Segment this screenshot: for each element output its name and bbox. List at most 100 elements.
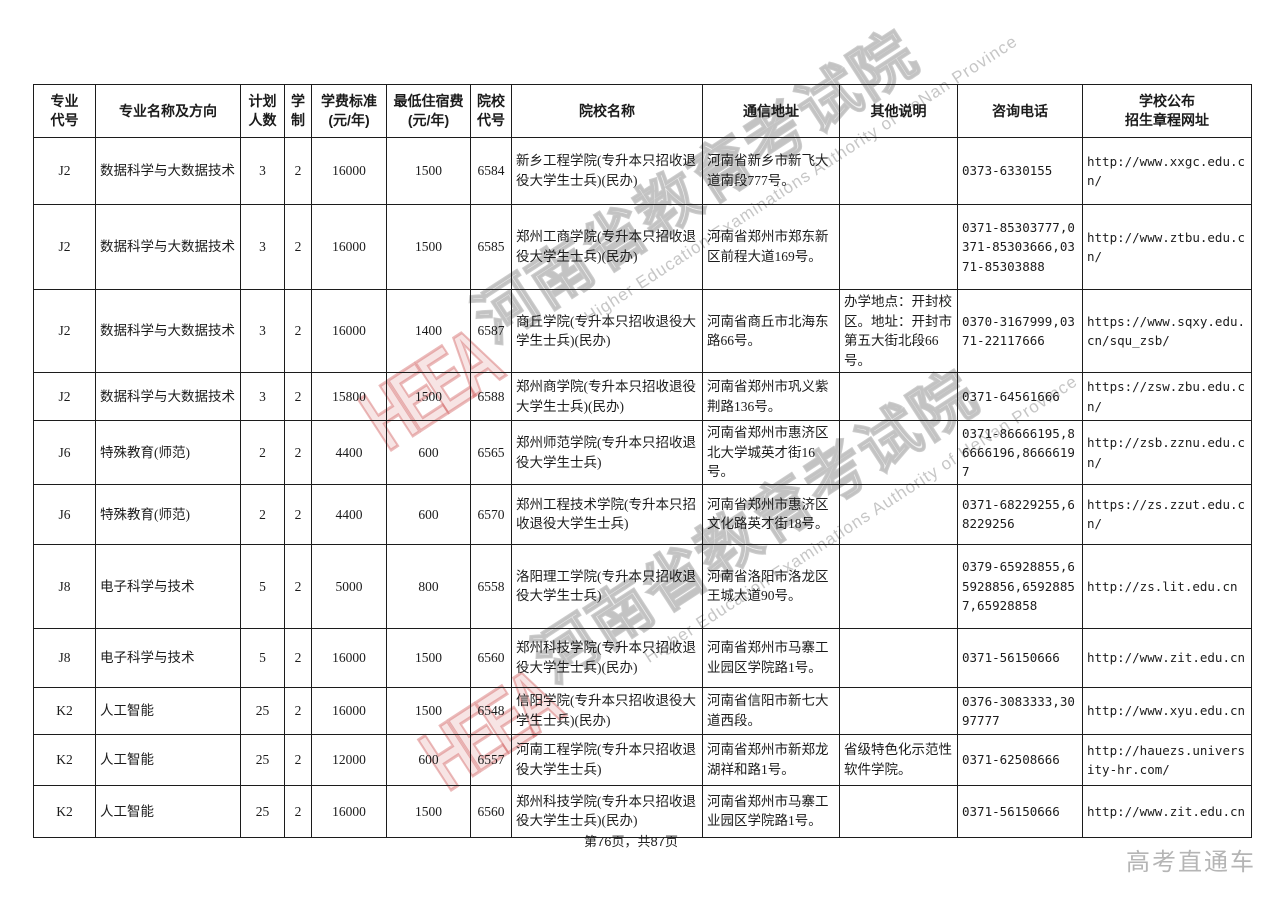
cell-min-accommodation: 1500 bbox=[386, 784, 471, 838]
cell-notes bbox=[839, 686, 958, 735]
cell-tuition: 15800 bbox=[311, 372, 387, 422]
cell-address: 河南省郑州市惠济区文化路英才街18号。 bbox=[702, 483, 840, 545]
cell-plan-count: 2 bbox=[240, 420, 285, 485]
cell-college-name: 郑州工商学院(专升本只招收退役大学生士兵)(民办) bbox=[511, 204, 703, 290]
cell-min-accommodation: 800 bbox=[386, 543, 471, 629]
cell-phone: 0373-6330155 bbox=[957, 137, 1083, 205]
cell-min-accommodation: 1500 bbox=[386, 627, 471, 688]
cell-duration: 2 bbox=[284, 483, 312, 545]
cell-college-name: 郑州商学院(专升本只招收退役大学生士兵)(民办) bbox=[511, 372, 703, 422]
cell-college-code: 6557 bbox=[470, 733, 512, 786]
table-row: K2 人工智能 25 2 12000 600 6557 河南工程学院(专升本只招收退役大学生士… bbox=[33, 733, 1252, 786]
cell-college-code: 6584 bbox=[470, 137, 512, 205]
header-cell-min-accommodation: 最低住宿费 (元/年) bbox=[386, 84, 471, 138]
cell-address: 河南省郑州市惠济区北大学城英才街16号。 bbox=[702, 420, 840, 485]
cell-address: 河南省洛阳市洛龙区王城大道90号。 bbox=[702, 543, 840, 629]
cell-min-accommodation: 600 bbox=[386, 733, 471, 786]
cell-plan-count: 3 bbox=[240, 372, 285, 422]
cell-college-code: 6587 bbox=[470, 288, 512, 374]
cell-major-name: 人工智能 bbox=[95, 733, 241, 786]
table-row: J2 数据科学与大数据技术 3 2 15800 1500 6588 郑州商学院(专升本只招收退… bbox=[33, 372, 1252, 422]
header-cell-duration: 学 制 bbox=[284, 84, 312, 138]
cell-major-name: 数据科学与大数据技术 bbox=[95, 137, 241, 205]
cell-notes bbox=[839, 483, 958, 545]
header-cell-tuition: 学费标准 (元/年) bbox=[311, 84, 387, 138]
cell-phone: 0376-3083333,3097777 bbox=[957, 686, 1083, 735]
cell-college-name: 郑州工程技术学院(专升本只招收退役大学生士兵) bbox=[511, 483, 703, 545]
cell-major-code: J8 bbox=[33, 543, 96, 629]
cell-duration: 2 bbox=[284, 288, 312, 374]
cell-major-code: J2 bbox=[33, 137, 96, 205]
table-row: K2 人工智能 25 2 16000 1500 6560 郑州科技学院(专升本只招收退役大学生… bbox=[33, 784, 1252, 838]
cell-plan-count: 25 bbox=[240, 733, 285, 786]
cell-phone: 0371-56150666 bbox=[957, 627, 1083, 688]
table-row: J6 特殊教育(师范) 2 2 4400 600 6570 郑州工程技术学院(专升本只招收退役… bbox=[33, 483, 1252, 545]
table-row: J2 数据科学与大数据技术 3 2 16000 1400 6587 商丘学院(专升本只招收退役… bbox=[33, 288, 1252, 374]
admissions-table: 专业 代号 专业名称及方向 计划 人数学 制学费标准 (元/年) 最低住宿费 (元/年… bbox=[33, 84, 1252, 838]
cell-min-accommodation: 1500 bbox=[386, 686, 471, 735]
cell-tuition: 12000 bbox=[311, 733, 387, 786]
cell-phone: 0371-56150666 bbox=[957, 784, 1083, 838]
header-cell-major-name: 专业名称及方向 bbox=[95, 84, 241, 138]
cell-plan-count: 2 bbox=[240, 483, 285, 545]
cell-major-name: 电子科学与技术 bbox=[95, 627, 241, 688]
cell-notes bbox=[839, 543, 958, 629]
cell-phone: 0371-62508666 bbox=[957, 733, 1083, 786]
cell-duration: 2 bbox=[284, 420, 312, 485]
cell-major-name: 特殊教育(师范) bbox=[95, 420, 241, 485]
cell-plan-count: 5 bbox=[240, 627, 285, 688]
cell-phone: 0371-68229255,68229256 bbox=[957, 483, 1083, 545]
header-cell-notes: 其他说明 bbox=[839, 84, 958, 138]
cell-notes bbox=[839, 137, 958, 205]
cell-duration: 2 bbox=[284, 137, 312, 205]
cell-major-code: J6 bbox=[33, 420, 96, 485]
cell-college-code: 6570 bbox=[470, 483, 512, 545]
cell-notes bbox=[839, 420, 958, 485]
cell-major-name: 电子科学与技术 bbox=[95, 543, 241, 629]
table-row: J2 数据科学与大数据技术 3 2 16000 1500 6584 新乡工程学院(专升本只招收… bbox=[33, 137, 1252, 205]
cell-major-code: K2 bbox=[33, 784, 96, 838]
header-cell-address: 通信地址 bbox=[702, 84, 840, 138]
cell-min-accommodation: 1500 bbox=[386, 372, 471, 422]
table-row: J6 特殊教育(师范) 2 2 4400 600 6565 郑州师范学院(专升本只招收退役大学… bbox=[33, 420, 1252, 485]
cell-major-code: J2 bbox=[33, 288, 96, 374]
cell-phone: 0379-65928855,65928856,65928857,65928858 bbox=[957, 543, 1083, 629]
header-cell-phone: 咨询电话 bbox=[957, 84, 1083, 138]
table-header-row: 专业 代号 专业名称及方向 计划 人数学 制学费标准 (元/年) 最低住宿费 (元/年… bbox=[33, 84, 1252, 138]
cell-major-name: 数据科学与大数据技术 bbox=[95, 204, 241, 290]
table-body: J2 数据科学与大数据技术 3 2 16000 1500 6584 新乡工程学院(专升本只招收… bbox=[33, 137, 1252, 838]
cell-college-code: 6560 bbox=[470, 784, 512, 838]
cell-min-accommodation: 1500 bbox=[386, 204, 471, 290]
page-number: 第76页，共87页 bbox=[584, 834, 678, 849]
cell-plan-count: 25 bbox=[240, 686, 285, 735]
cell-major-name: 特殊教育(师范) bbox=[95, 483, 241, 545]
header-cell-college-name: 院校名称 bbox=[511, 84, 703, 138]
cell-college-name: 郑州科技学院(专升本只招收退役大学生士兵)(民办) bbox=[511, 784, 703, 838]
cell-duration: 2 bbox=[284, 686, 312, 735]
header-cell-plan-count: 计划 人数 bbox=[240, 84, 285, 138]
cell-tuition: 4400 bbox=[311, 483, 387, 545]
brand-watermark: 高考直通车 bbox=[1126, 849, 1256, 876]
cell-address: 河南省新乡市新飞大道南段777号。 bbox=[702, 137, 840, 205]
cell-notes bbox=[839, 204, 958, 290]
cell-address: 河南省郑州市新郑龙湖祥和路1号。 bbox=[702, 733, 840, 786]
table-row: K2 人工智能 25 2 16000 1500 6548 信阳学院(专升本只招收退役大学生士兵… bbox=[33, 686, 1252, 735]
table-row: J2 数据科学与大数据技术 3 2 16000 1500 6585 郑州工商学院(专升本只招收… bbox=[33, 204, 1252, 290]
cell-phone: 0371-85303777,0371-85303666,0371-8530388… bbox=[957, 204, 1083, 290]
cell-min-accommodation: 600 bbox=[386, 483, 471, 545]
cell-website: http://zsb.zznu.edu.cn/ bbox=[1082, 420, 1252, 485]
cell-tuition: 16000 bbox=[311, 204, 387, 290]
cell-website: https://zsw.zbu.edu.cn/ bbox=[1082, 372, 1252, 422]
cell-phone: 0370-3167999,0371-22117666 bbox=[957, 288, 1083, 374]
cell-college-code: 6558 bbox=[470, 543, 512, 629]
cell-website: http://www.xxgc.edu.cn/ bbox=[1082, 137, 1252, 205]
cell-tuition: 5000 bbox=[311, 543, 387, 629]
cell-college-name: 郑州师范学院(专升本只招收退役大学生士兵) bbox=[511, 420, 703, 485]
cell-duration: 2 bbox=[284, 204, 312, 290]
cell-plan-count: 3 bbox=[240, 204, 285, 290]
cell-min-accommodation: 600 bbox=[386, 420, 471, 485]
cell-website: http://www.zit.edu.cn bbox=[1082, 627, 1252, 688]
cell-duration: 2 bbox=[284, 784, 312, 838]
cell-college-code: 6588 bbox=[470, 372, 512, 422]
